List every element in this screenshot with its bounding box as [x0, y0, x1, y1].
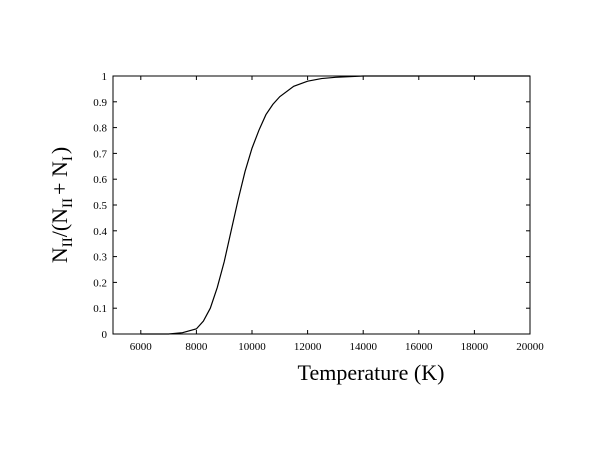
x-tick-label: 10000 [238, 341, 266, 353]
x-tick-label: 16000 [405, 341, 433, 353]
y-tick-label: 0.1 [93, 303, 107, 315]
series-line [140, 75, 530, 335]
y-tick-label: 0.9 [93, 97, 107, 109]
ticks [113, 75, 531, 335]
y-tick-label: 0.7 [93, 148, 107, 160]
x-axis-label: Temperature (K) [298, 360, 445, 385]
x-tick-label: 20000 [516, 341, 544, 353]
x-tick-label: 14000 [349, 341, 377, 353]
y-tick-label: 0.3 [93, 252, 107, 264]
tick-labels: 6000 8000 10000 12000 14000 16000 18000 20000 0 0… [93, 71, 544, 353]
y-tick-label: 0.5 [93, 200, 107, 212]
x-tick-label: 6000 [130, 341, 153, 353]
x-tick-label: 8000 [185, 341, 208, 353]
y-tick-label: 0 [102, 329, 108, 341]
x-tick-label: 12000 [294, 341, 322, 353]
y-tick-label: 0.4 [93, 226, 107, 238]
y-tick-label: 0.2 [93, 277, 107, 289]
y-tick-label: 0.8 [93, 123, 107, 135]
x-tick-label: 18000 [461, 341, 489, 353]
y-tick-label: 0.6 [93, 174, 107, 186]
y-axis-label: NII/(NII+ NI) [47, 147, 76, 263]
y-tick-label: 1 [102, 71, 108, 83]
plot-frame [112, 75, 531, 335]
